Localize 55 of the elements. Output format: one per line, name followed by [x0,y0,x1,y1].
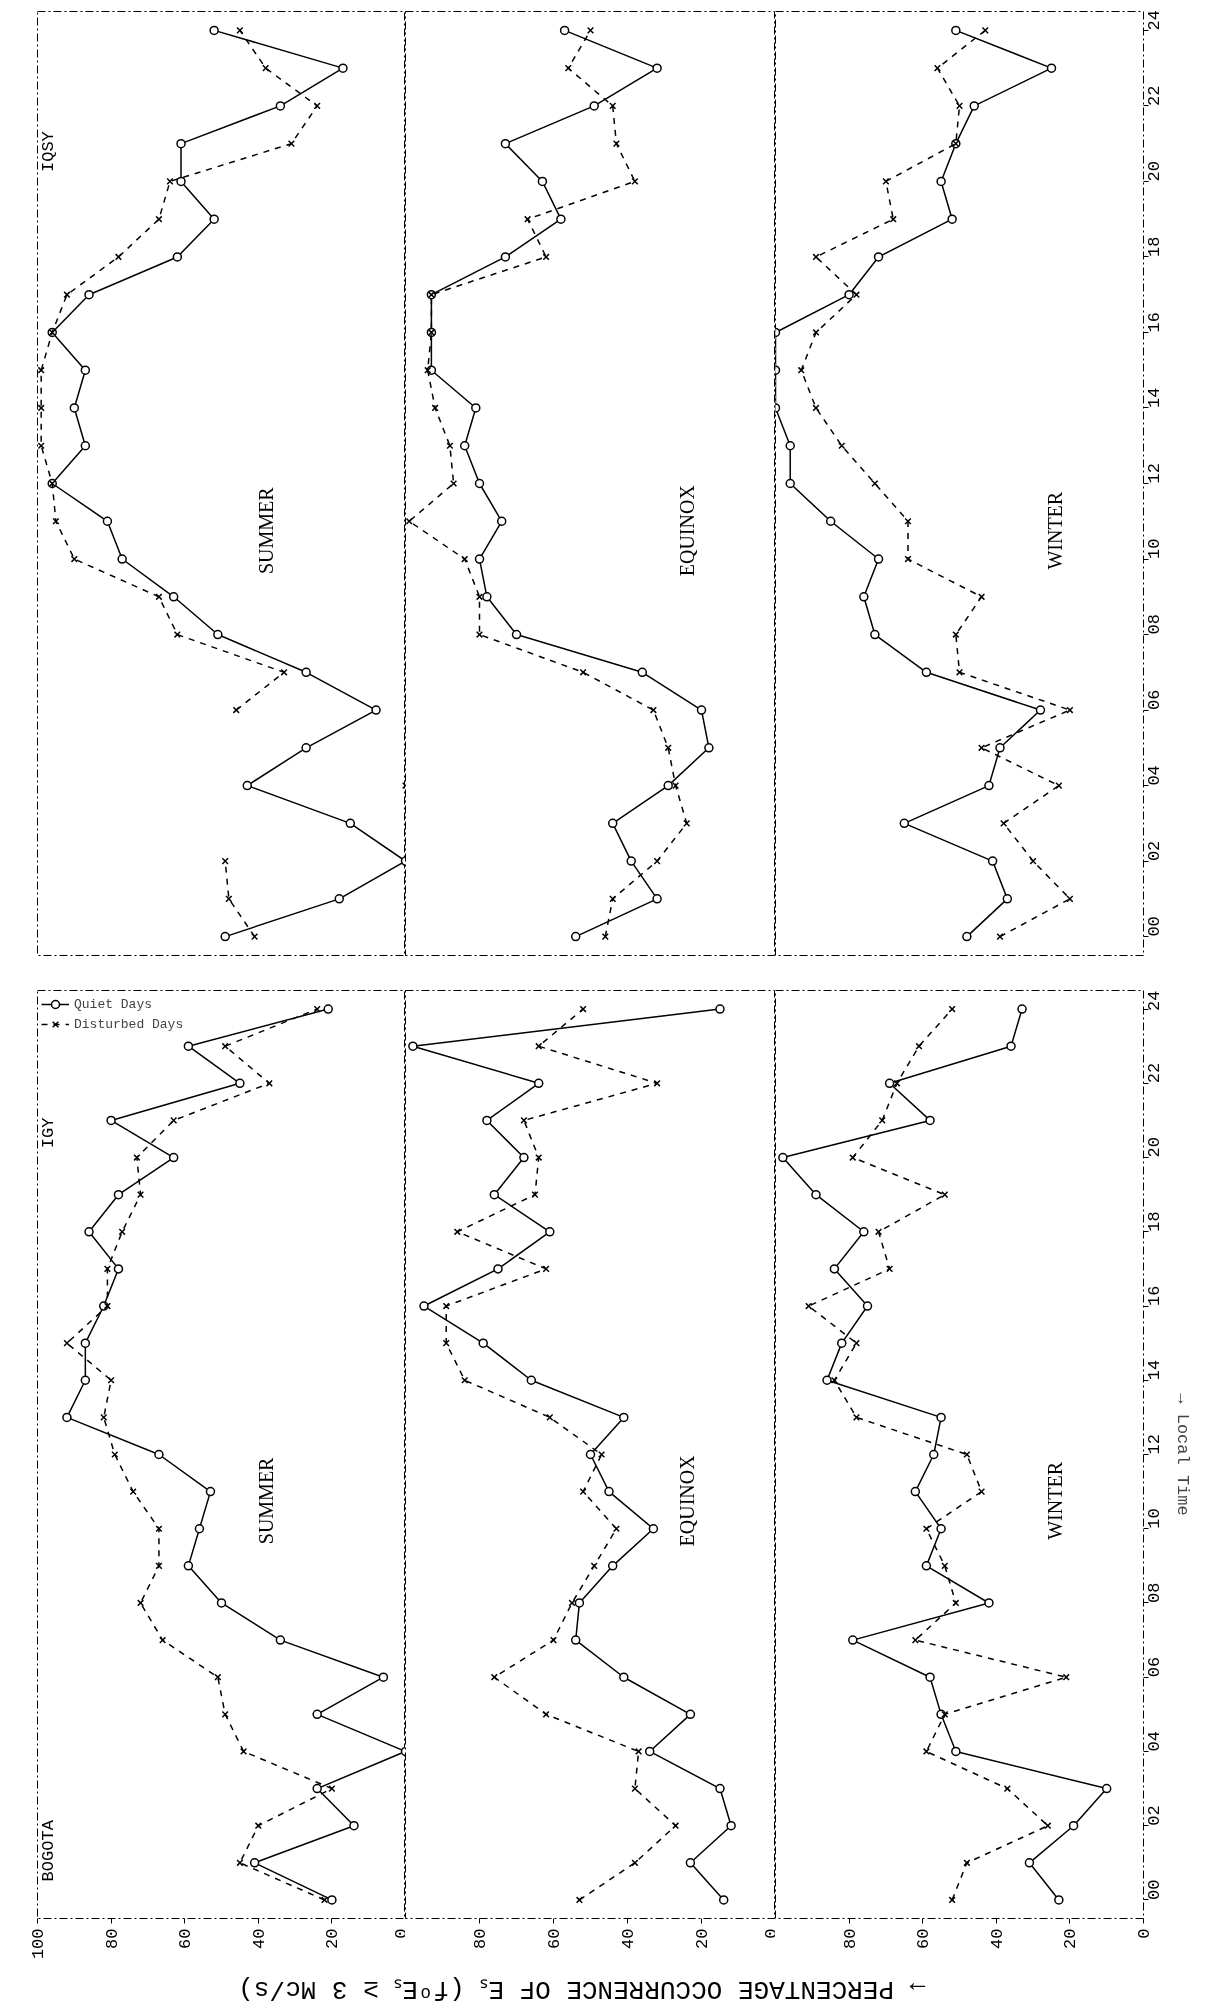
y-tick-label: 02 [1145,840,1164,862]
y-tick-label: 06 [1145,1656,1164,1678]
y-tick-label: 14 [1145,1359,1164,1381]
y-axis-title: → Local Time [1172,1393,1192,1516]
y-tick-label: 00 [1145,916,1164,937]
y-tick-label: 04 [1145,1731,1164,1752]
y-tick-label: 24 [1145,990,1164,1011]
x-tick-label: 20 [693,1928,712,1949]
y-tick-label: 00 [1145,1879,1164,1900]
text: SUMMER [254,486,277,575]
text: SUMMER [254,1456,277,1545]
x-tick-label: 60 [914,1928,934,1949]
y-tick-label: 16 [1145,312,1164,333]
x-tick-label: 40 [249,1928,269,1949]
y-tick-label: 24 [1145,9,1164,31]
y-tick-label: 04 [1145,765,1164,786]
x-tick-label: 20 [1061,1928,1081,1949]
text: WINTER [1044,1461,1067,1540]
y-tick-label: 16 [1145,1285,1164,1307]
x-tick-label: 40 [987,1928,1007,1949]
y-tick-label: 12 [1145,1434,1164,1455]
y-tick-label: 14 [1145,387,1164,408]
y-tick-label: 22 [1145,85,1164,106]
x-tick-label: 0 [761,1928,781,1939]
y-tick-label: 10 [1145,1508,1164,1529]
y-tick-label: 08 [1145,1582,1164,1603]
x-tick-label: 80 [102,1928,122,1949]
annotation: IGY [39,1117,59,1149]
x-tick-label: 0 [391,1928,411,1939]
x-tick-label: 0 [1135,1928,1154,1939]
y-tick-label: 02 [1145,1805,1164,1826]
x-tick-label: 60 [176,1928,196,1949]
y-tick-label: 22 [1145,1062,1164,1084]
x-tick-label: 60 [545,1928,564,1949]
x-tick-label: 100 [29,1928,48,1960]
y-tick-label: 20 [1145,1137,1164,1158]
y-tick-label: 12 [1145,463,1164,484]
text: WINTER [1044,491,1067,570]
x-tick-label: 80 [840,1928,860,1949]
x-axis-title: → PERCENTAGE OCCURRENCE OF Eₛ (fᵒEₛ ≥ 3 Mc/s) [238,1973,926,2004]
legend-label: Disturbed Days [74,1016,184,1032]
x-tick-label: 20 [323,1928,343,1949]
x-tick-label: 80 [471,1928,490,1949]
y-tick-label: 10 [1145,538,1164,560]
y-tick-label: 20 [1145,161,1164,182]
y-tick-label: 08 [1145,614,1164,635]
annotation: IQSY [39,131,59,172]
text: EQUINOX [675,1454,698,1547]
y-tick-label: 18 [1145,1211,1164,1232]
legend-label: Quiet Days [74,996,153,1012]
annotation: BOGOTA [39,1819,59,1882]
y-tick-label: 06 [1145,689,1164,711]
x-tick-label: 40 [619,1928,638,1949]
y-tick-label: 18 [1145,236,1164,257]
text: EQUINOX [675,484,698,577]
